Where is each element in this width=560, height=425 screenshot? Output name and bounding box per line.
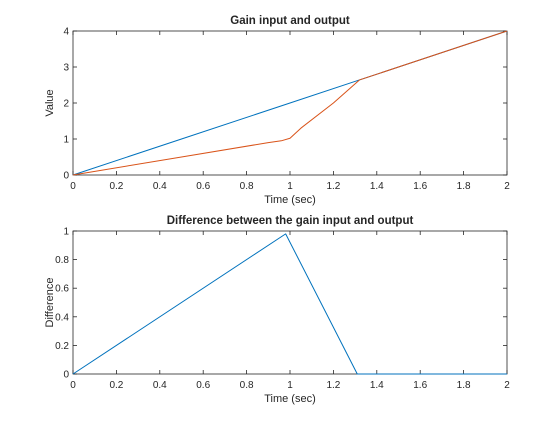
x-tick-label: 0.8 xyxy=(240,181,254,192)
plot-gain-input-output: 0 0.2 0.4 0.6 0.8 1 1.2 1.4 1.6 1.8 2 0 1 2 3 4 Gain inp… xyxy=(44,15,510,206)
y-tick-label: 1 xyxy=(63,227,69,238)
x-tick-label: 1.4 xyxy=(370,380,384,391)
y-tick-label: 0.2 xyxy=(55,341,69,352)
y-axis-label: Difference xyxy=(44,278,56,328)
x-tick-label: 1.6 xyxy=(413,380,427,391)
x-tick-label: 1.8 xyxy=(457,380,471,391)
chart-title: Gain input and output xyxy=(230,15,350,27)
chart-title: Difference between the gain input and ou… xyxy=(167,215,414,227)
x-tick-label: 0.2 xyxy=(109,380,123,391)
x-tick-label: 0 xyxy=(70,181,76,192)
x-axis-label: Time (sec) xyxy=(264,194,316,206)
y-tick-label: 0.4 xyxy=(55,312,69,323)
series-line-1 xyxy=(72,30,508,176)
plot-difference: 0 0.2 0.4 0.6 0.8 1 1.2 1.4 1.6 1.8 2 0 0.2 0.4 0.6 0.8… xyxy=(44,215,510,405)
x-tick-label: 1.6 xyxy=(413,181,427,192)
y-axis-label: Value xyxy=(44,89,56,116)
x-tick-label: 0.4 xyxy=(153,380,167,391)
y-tick-label: 3 xyxy=(63,63,69,74)
y-tick-label: 1 xyxy=(63,135,69,146)
x-axis-label: Time (sec) xyxy=(264,393,316,405)
series-line-0 xyxy=(72,233,507,375)
x-tick-label: 0.6 xyxy=(196,181,210,192)
y-tick-label: 2 xyxy=(63,99,69,110)
x-tick-label: 1 xyxy=(287,380,293,391)
x-tick-label: 0.6 xyxy=(196,380,210,391)
x-tick-label: 2 xyxy=(504,181,510,192)
y-tick-label: 0.6 xyxy=(55,284,69,295)
y-tick-label: 0 xyxy=(63,370,69,381)
y-tick-label: 0.8 xyxy=(55,255,69,266)
x-tick-label: 1.2 xyxy=(326,380,340,391)
x-tick-label: 0.8 xyxy=(240,380,254,391)
x-tick-label: 1.4 xyxy=(370,181,384,192)
x-tick-label: 1 xyxy=(287,181,293,192)
y-tick-label: 4 xyxy=(63,27,69,38)
x-tick-label: 0.4 xyxy=(153,181,167,192)
x-tick-label: 2 xyxy=(504,380,510,391)
x-tick-label: 0 xyxy=(70,380,76,391)
x-tick-label: 0.2 xyxy=(109,181,123,192)
x-tick-label: 1.2 xyxy=(326,181,340,192)
y-tick-label: 0 xyxy=(63,171,69,182)
axes-box xyxy=(72,230,508,375)
x-tick-label: 1.8 xyxy=(457,181,471,192)
